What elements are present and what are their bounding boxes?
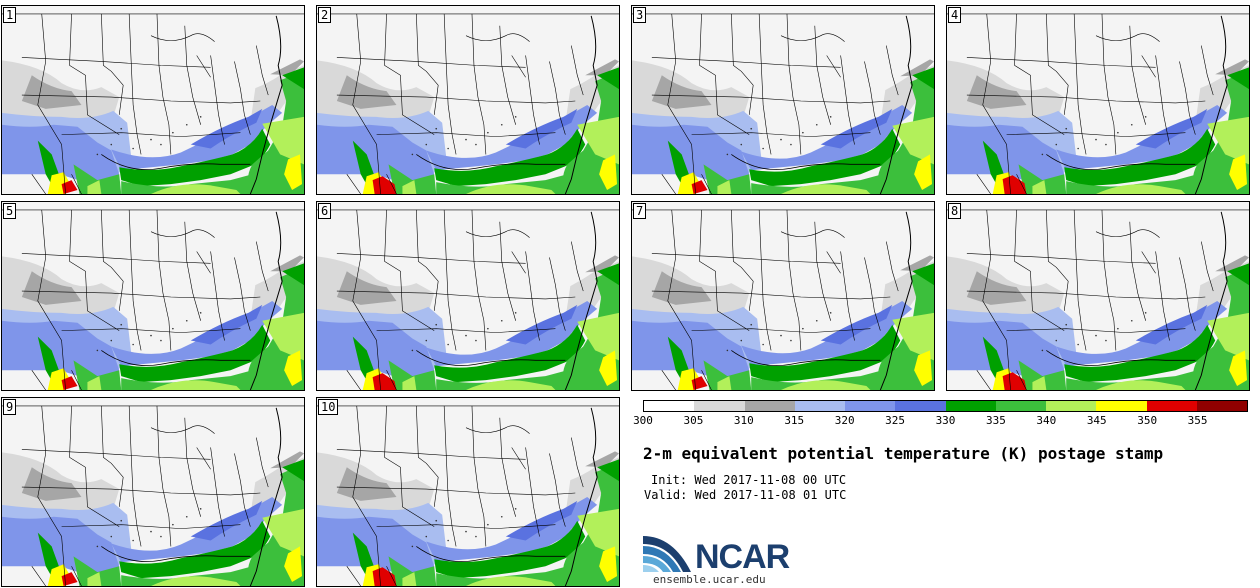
member-number-label: 1 bbox=[3, 7, 17, 23]
valid-label: Valid: bbox=[644, 488, 688, 502]
member-map bbox=[632, 6, 934, 194]
colorbar-segment bbox=[1146, 401, 1197, 411]
valid-time: Valid: Wed 2017-11-08 01 UTC bbox=[644, 488, 846, 502]
colorbar-tick-label: 330 bbox=[935, 414, 956, 427]
colorbar-segment bbox=[1196, 401, 1247, 411]
member-number-label: 5 bbox=[3, 203, 17, 219]
colorbar-segment bbox=[895, 401, 946, 411]
init-value: Wed 2017-11-08 00 UTC bbox=[694, 473, 847, 487]
member-number-label: 4 bbox=[948, 7, 962, 23]
colorbar-segment bbox=[744, 401, 795, 411]
member-number-label: 8 bbox=[948, 203, 962, 219]
colorbar-segment bbox=[1046, 401, 1097, 411]
init-label: Init: bbox=[651, 473, 688, 487]
colorbar-tick-label: 350 bbox=[1137, 414, 1158, 427]
member-panel-3: 3 bbox=[631, 5, 935, 195]
member-number-label: 6 bbox=[318, 203, 332, 219]
member-panel-8: 8 bbox=[946, 201, 1250, 391]
colorbar-tick-label: 340 bbox=[1036, 414, 1057, 427]
plot-title: 2-m equivalent potential temperature (K)… bbox=[643, 444, 1164, 463]
ncar-logo-icon bbox=[643, 536, 691, 572]
colorbar-tick-label: 310 bbox=[733, 414, 754, 427]
colorbar-tick-labels: 300 305 310 315 320 325 330 335 340 345 350 355 bbox=[633, 414, 1248, 428]
colorbar-segment bbox=[694, 401, 745, 411]
member-map bbox=[2, 6, 304, 194]
colorbar-segment bbox=[845, 401, 896, 411]
colorbar-segment bbox=[945, 401, 996, 411]
member-number-label: 2 bbox=[318, 7, 332, 23]
colorbar-tick-label: 355 bbox=[1187, 414, 1208, 427]
member-panel-9: 9 bbox=[1, 397, 305, 587]
colorbar-tick-label: 325 bbox=[885, 414, 906, 427]
member-panel-5: 5 bbox=[1, 201, 305, 391]
colorbar-tick-label: 300 bbox=[633, 414, 653, 427]
init-time: Init: Wed 2017-11-08 00 UTC bbox=[651, 473, 846, 487]
member-panel-2: 2 bbox=[316, 5, 620, 195]
colorbar-tick-label: 315 bbox=[784, 414, 805, 427]
colorbar-segment bbox=[1096, 401, 1147, 411]
member-panel-1: 1 bbox=[1, 5, 305, 195]
website-url: ensemble.ucar.edu bbox=[653, 573, 766, 586]
member-panel-6: 6 bbox=[316, 201, 620, 391]
colorbar-tick-label: 320 bbox=[834, 414, 855, 427]
member-panel-4: 4 bbox=[946, 5, 1250, 195]
member-number-label: 9 bbox=[3, 399, 17, 415]
member-map bbox=[947, 6, 1249, 194]
member-map bbox=[947, 202, 1249, 390]
member-number-label: 7 bbox=[633, 203, 647, 219]
member-map bbox=[317, 6, 619, 194]
colorbar-segment bbox=[995, 401, 1046, 411]
member-map bbox=[2, 202, 304, 390]
colorbar-tick-label: 335 bbox=[985, 414, 1006, 427]
colorbar-segment bbox=[794, 401, 845, 411]
colorbar-tick-label: 305 bbox=[683, 414, 704, 427]
member-panel-10: 10 bbox=[316, 397, 620, 587]
member-panel-7: 7 bbox=[631, 201, 935, 391]
colorbar-segment bbox=[644, 401, 695, 411]
member-map bbox=[317, 202, 619, 390]
ncar-logo-text: NCAR bbox=[695, 538, 790, 576]
member-map bbox=[317, 398, 619, 586]
member-number-label: 3 bbox=[633, 7, 647, 23]
valid-value: Wed 2017-11-08 01 UTC bbox=[694, 488, 847, 502]
colorbar-tick-label: 345 bbox=[1086, 414, 1107, 427]
colorbar bbox=[643, 400, 1248, 412]
member-number-label: 10 bbox=[318, 399, 339, 415]
member-map bbox=[632, 202, 934, 390]
member-map bbox=[2, 398, 304, 586]
